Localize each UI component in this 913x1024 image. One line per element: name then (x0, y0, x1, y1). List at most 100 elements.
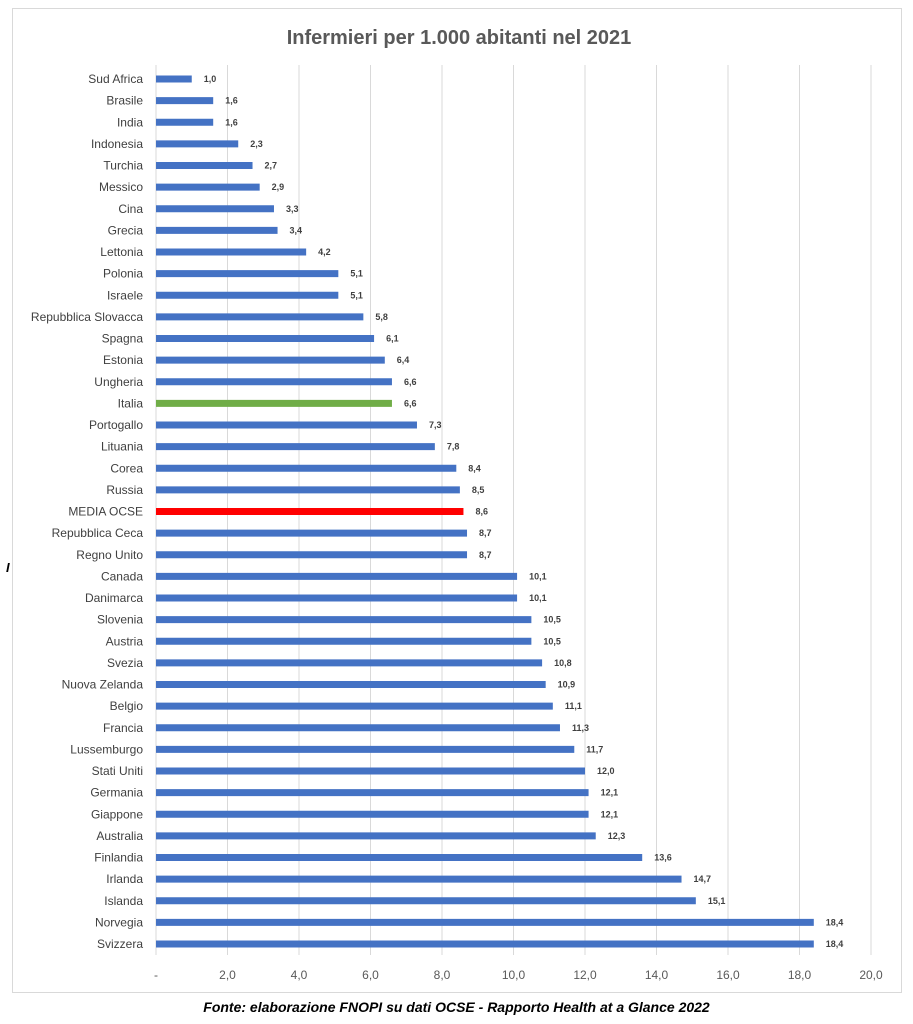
bar (156, 313, 364, 321)
category-label: Svizzera (97, 937, 143, 951)
bar (156, 356, 385, 364)
x-tick-label: 18,0 (788, 968, 812, 982)
category-label: Regno Unito (76, 548, 143, 562)
category-label: Australia (96, 829, 143, 843)
category-label: Lituania (101, 440, 143, 454)
value-label: 11,3 (572, 723, 589, 733)
category-label: Francia (103, 721, 143, 735)
value-label: 5,8 (375, 312, 388, 322)
chart-title: Infermieri per 1.000 abitanti nel 2021 (287, 27, 632, 49)
bar (156, 421, 417, 429)
category-label: Giappone (91, 807, 143, 821)
bar (156, 897, 696, 905)
category-label: India (117, 115, 143, 129)
bar (156, 270, 339, 278)
value-label: 6,1 (386, 334, 399, 344)
bar (156, 399, 392, 407)
category-label: Austria (106, 634, 144, 648)
value-label: 1,6 (225, 96, 238, 106)
category-label: Svezia (107, 656, 143, 670)
value-label: 6,6 (404, 377, 417, 387)
category-label: Finlandia (94, 851, 143, 865)
value-label: 18,4 (826, 917, 844, 927)
bar (156, 248, 307, 256)
bar (156, 702, 553, 710)
category-label: Canada (101, 569, 143, 583)
bar (156, 291, 339, 299)
bar (156, 681, 546, 688)
value-label: 5,1 (350, 269, 363, 279)
value-label: 8,4 (468, 463, 481, 473)
value-label: 10,9 (558, 680, 576, 690)
category-label: Islanda (104, 894, 143, 908)
bar (156, 140, 239, 148)
value-label: 6,4 (397, 355, 410, 365)
value-label: 12,3 (608, 831, 626, 841)
value-label: 13,6 (654, 853, 672, 863)
category-label: Germania (90, 786, 143, 800)
value-label: 8,6 (475, 507, 488, 517)
x-tick-label: 12,0 (573, 968, 597, 982)
category-label: Grecia (108, 223, 144, 237)
bar (156, 529, 468, 537)
value-label: 2,9 (272, 182, 285, 192)
bar (156, 205, 274, 213)
category-label: Indonesia (91, 137, 143, 151)
value-label: 2,7 (265, 161, 278, 171)
value-label: 7,8 (447, 442, 460, 452)
category-label: Spagna (102, 332, 144, 346)
value-label: 12,0 (597, 766, 615, 776)
category-label: Slovenia (97, 613, 143, 627)
category-label: Polonia (103, 267, 143, 281)
bar (156, 97, 214, 105)
category-label: Lettonia (100, 245, 143, 259)
source-caption: Fonte: elaborazione FNOPI su dati OCSE -… (203, 999, 710, 1015)
bar (156, 832, 596, 840)
x-tick-label: 4,0 (291, 968, 308, 982)
value-label: 3,4 (290, 225, 303, 235)
bar (156, 508, 464, 515)
bar-chart: Infermieri per 1.000 abitanti nel 2021 S… (31, 27, 883, 982)
bar (156, 572, 518, 580)
category-label: Messico (99, 180, 143, 194)
category-label: Russia (106, 483, 143, 497)
category-label: Repubblica Ceca (52, 526, 144, 540)
bar (156, 335, 375, 342)
category-label: Portogallo (89, 418, 143, 432)
bar (156, 486, 460, 494)
bar (156, 724, 560, 732)
x-tick-label: 20,0 (859, 968, 883, 982)
value-label: 1,6 (225, 117, 238, 127)
x-tick-label: 2,0 (219, 968, 236, 982)
x-tick-label: 6,0 (362, 968, 379, 982)
category-label: Estonia (103, 353, 143, 367)
category-label: Stati Uniti (92, 764, 143, 778)
value-label: 8,5 (472, 485, 485, 495)
x-axis-ticks: - 2,0 4,0 6,0 8,0 10,0 12,0 14,0 16,0 18,0 20,0 (154, 968, 883, 982)
category-label: Repubblica Slovacca (31, 310, 143, 324)
category-label: Cina (118, 202, 143, 216)
value-label: 4,2 (318, 247, 331, 257)
x-tick-label: 10,0 (502, 968, 526, 982)
bar (156, 551, 468, 559)
bar (156, 940, 814, 948)
value-label: 10,5 (543, 615, 561, 625)
value-label: 7,3 (429, 420, 442, 430)
bar (156, 854, 643, 861)
value-label: 15,1 (708, 896, 726, 906)
category-label: Norvegia (95, 915, 143, 929)
bar (156, 183, 260, 191)
bars (156, 75, 814, 948)
value-label: 18,4 (826, 939, 844, 949)
value-label: 3,3 (286, 204, 299, 214)
category-label: Ungheria (94, 375, 143, 389)
bar (156, 789, 589, 797)
bar (156, 637, 532, 645)
value-label: 1,0 (204, 74, 217, 84)
category-label: Danimarca (85, 591, 143, 605)
value-label: 10,1 (529, 571, 547, 581)
bar (156, 810, 589, 818)
bar (156, 464, 457, 472)
category-label: MEDIA OCSE (68, 505, 143, 519)
bar (156, 162, 253, 169)
